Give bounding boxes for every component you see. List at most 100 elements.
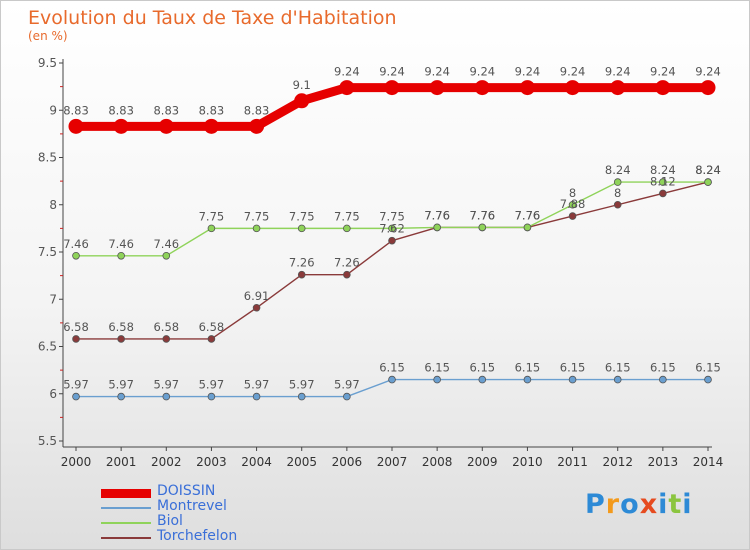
x-tick-label: 2002 [151, 455, 182, 469]
data-point-biol [297, 224, 306, 233]
data-label-torchefelon: 6.58 [199, 320, 225, 334]
data-point-doissin [294, 93, 310, 109]
data-point-biol [704, 178, 712, 186]
data-label-torchefelon: 8.24 [695, 163, 721, 177]
x-tick-label: 2003 [196, 455, 227, 469]
x-tick-label: 2010 [512, 455, 543, 469]
data-label-biol: 7.46 [108, 237, 134, 251]
data-point-torchefelon [388, 236, 396, 245]
x-tick-label: 2005 [286, 455, 317, 469]
y-tick-label: 8.5 [38, 151, 57, 165]
data-point-torchefelon [162, 335, 171, 343]
data-label-biol: 8.24 [650, 163, 676, 177]
data-point-biol [72, 251, 80, 260]
data-point-torchefelon [659, 189, 667, 198]
logo-letter: t [668, 489, 683, 520]
legend-swatch [101, 488, 151, 498]
data-label-montrevel: 6.15 [650, 361, 676, 375]
data-label-biol: 7.76 [515, 208, 541, 222]
data-point-biol [162, 251, 171, 260]
data-point-doissin [113, 118, 129, 134]
data-label-doissin: 9.24 [515, 65, 541, 79]
data-point-montrevel [613, 375, 622, 384]
data-label-torchefelon: 8 [614, 186, 621, 200]
data-point-torchefelon [343, 270, 351, 279]
data-label-torchefelon: 7.76 [469, 208, 495, 222]
data-point-doissin [429, 80, 445, 96]
data-point-doissin [384, 80, 400, 96]
legend-label: Torchefelon [157, 528, 238, 544]
data-label-montrevel: 6.15 [515, 361, 541, 375]
data-label-torchefelon: 7.26 [334, 256, 360, 270]
y-tick-label: 9 [49, 103, 57, 117]
data-label-doissin: 9.24 [695, 65, 721, 79]
data-point-montrevel [478, 375, 487, 384]
logo-letter: o [620, 489, 640, 520]
data-label-montrevel: 6.15 [469, 361, 495, 375]
data-point-montrevel [72, 392, 80, 401]
y-tick-label: 6.5 [38, 340, 57, 354]
x-tick-label: 2012 [602, 455, 633, 469]
data-label-doissin: 9.24 [424, 65, 450, 79]
data-label-torchefelon: 7.88 [560, 197, 586, 211]
data-point-doissin [68, 118, 84, 134]
legend-swatch [101, 507, 151, 509]
data-label-doissin: 9.24 [650, 65, 676, 79]
chart-title: Evolution du Taux de Taxe d'Habitation [28, 7, 397, 29]
data-label-montrevel: 5.97 [153, 378, 179, 392]
logo-letter: x [639, 489, 659, 520]
data-point-biol [117, 251, 125, 260]
legend-swatch [101, 537, 151, 539]
data-label-montrevel: 5.97 [199, 378, 225, 392]
data-point-torchefelon [568, 212, 577, 220]
data-point-montrevel [252, 392, 261, 401]
data-point-biol [613, 178, 622, 186]
x-tick-label: 2009 [467, 455, 498, 469]
data-point-doissin [519, 80, 535, 96]
data-point-biol [207, 224, 216, 233]
data-point-biol [388, 224, 396, 233]
data-point-doissin [474, 80, 490, 96]
data-label-biol: 7.75 [199, 209, 225, 223]
data-label-doissin: 8.83 [63, 103, 89, 117]
data-point-montrevel [388, 375, 396, 384]
data-label-montrevel: 5.97 [108, 378, 134, 392]
data-label-torchefelon: 6.58 [108, 320, 134, 334]
x-tick-label: 2007 [377, 455, 408, 469]
data-point-biol [659, 178, 667, 186]
data-point-montrevel [568, 375, 577, 384]
data-label-biol: 7.76 [424, 208, 450, 222]
x-tick-label: 2000 [61, 455, 92, 469]
data-label-montrevel: 5.97 [289, 378, 315, 392]
data-label-torchefelon: 7.76 [424, 208, 450, 222]
data-label-torchefelon: 7.76 [515, 208, 541, 222]
data-point-montrevel [523, 375, 532, 384]
data-label-montrevel: 6.15 [424, 361, 450, 375]
data-point-biol [252, 224, 261, 233]
data-point-doissin [565, 80, 581, 96]
data-label-montrevel: 6.15 [379, 361, 405, 375]
data-point-doissin [203, 118, 219, 134]
data-point-torchefelon [117, 335, 125, 343]
data-point-doissin [249, 118, 265, 134]
data-label-biol: 7.75 [244, 209, 270, 223]
data-point-montrevel [704, 375, 712, 384]
y-tick-label: 8 [49, 198, 57, 212]
data-point-montrevel [207, 392, 216, 401]
series-line-torchefelon [76, 181, 709, 340]
y-tick-label: 6 [49, 387, 57, 401]
data-label-doissin: 8.83 [199, 103, 225, 117]
data-label-biol: 7.75 [334, 209, 360, 223]
data-label-torchefelon: 6.91 [244, 289, 270, 303]
data-label-torchefelon: 8.12 [650, 174, 676, 188]
data-label-biol: 8 [569, 186, 576, 200]
data-point-biol [433, 223, 441, 232]
data-label-torchefelon: 6.58 [153, 320, 179, 334]
y-tick-label: 7.5 [38, 245, 57, 259]
data-label-torchefelon: 7.62 [379, 222, 405, 236]
data-label-montrevel: 6.15 [695, 361, 721, 375]
data-point-biol [478, 223, 487, 232]
data-point-doissin [158, 118, 174, 134]
logo-letter: i [682, 489, 693, 520]
logo-letter: i [658, 489, 669, 520]
